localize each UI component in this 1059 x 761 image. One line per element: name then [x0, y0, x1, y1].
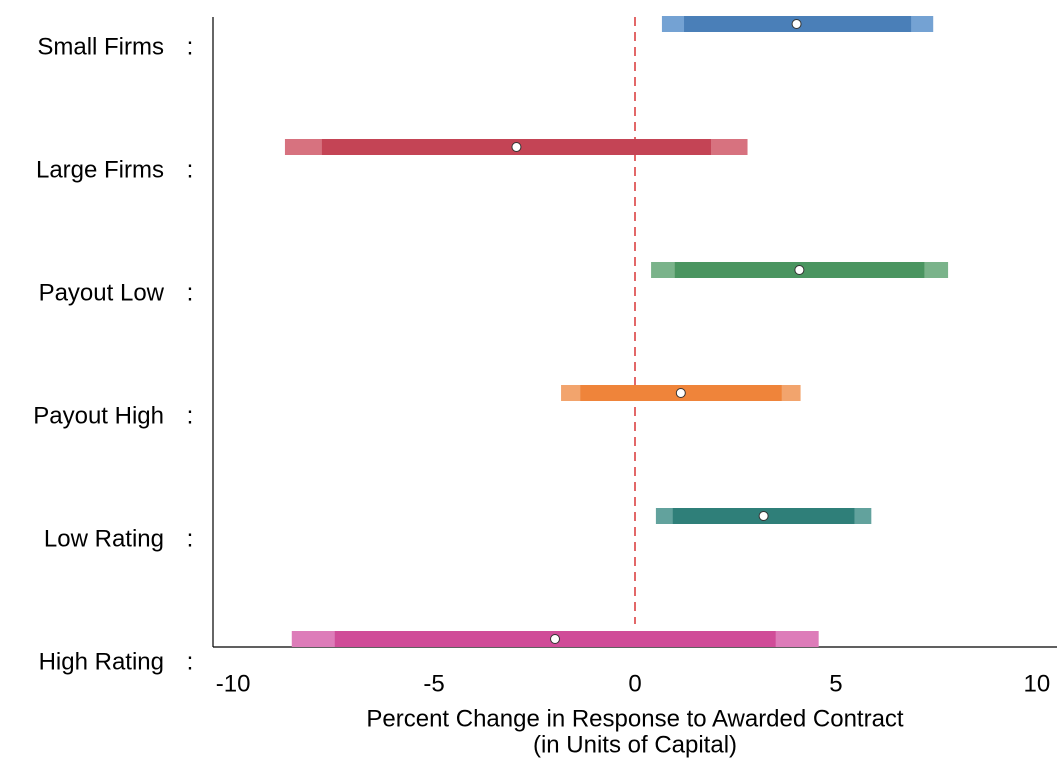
y-tick-label: Payout High	[33, 402, 164, 429]
y-tick-label: Small Firms	[37, 33, 164, 60]
label-separator: :	[187, 402, 194, 429]
y-tick-label: High Rating	[39, 648, 164, 675]
y-tick-label: Large Firms	[36, 156, 164, 183]
x-tick-label: 5	[829, 670, 842, 697]
x-tick-label: 10	[1024, 670, 1051, 697]
y-tick-label: Payout Low	[39, 279, 165, 306]
y-tick-label: Low Rating	[44, 525, 164, 552]
point-estimate	[511, 142, 522, 152]
point-estimate	[794, 265, 805, 275]
x-tick-label: -10	[216, 670, 251, 697]
label-separator: :	[187, 525, 194, 552]
label-separator: :	[187, 156, 194, 183]
x-tick-label: 0	[628, 670, 641, 697]
point-estimate	[758, 511, 769, 521]
point-estimate	[550, 634, 561, 644]
point-estimate	[675, 388, 686, 398]
x-tick-label: -5	[423, 670, 444, 697]
x-axis-label: Percent Change in Response to Awarded Co…	[366, 705, 904, 732]
label-separator: :	[187, 648, 194, 675]
point-estimate	[791, 19, 802, 29]
label-separator: :	[187, 33, 194, 60]
x-axis-label: (in Units of Capital)	[533, 731, 737, 758]
label-separator: :	[187, 279, 194, 306]
